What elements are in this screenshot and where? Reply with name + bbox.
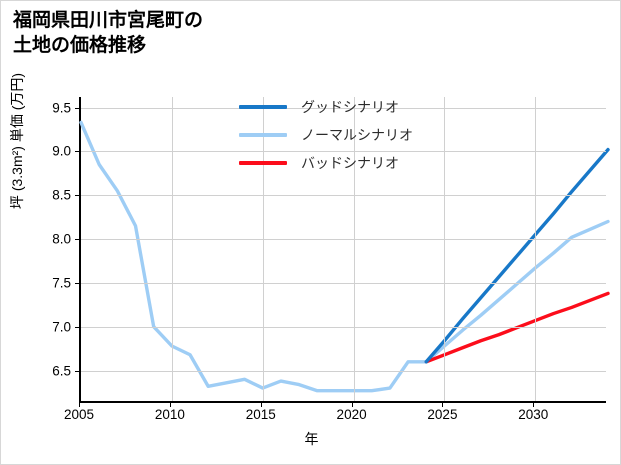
y-tick-mark (75, 239, 79, 241)
x-gridline (171, 97, 173, 401)
x-tick-mark (79, 403, 80, 407)
x-gridline (535, 97, 537, 401)
y-gridline (81, 195, 606, 197)
x-tick-label: 2010 (154, 407, 185, 422)
x-tick-mark (533, 403, 535, 407)
y-tick-label: 7.0 (52, 319, 71, 335)
chart-title: 福岡県田川市宮尾町の 土地の価格推移 (13, 10, 204, 56)
x-gridline (444, 97, 446, 401)
legend-item[interactable]: バッドシナリオ (239, 149, 413, 177)
x-tick-label: 2030 (518, 407, 549, 422)
legend-label: ノーマルシナリオ (301, 127, 413, 143)
x-tick-label: 2005 (63, 407, 95, 422)
legend-label: グッドシナリオ (301, 99, 399, 115)
y-gridline (81, 282, 606, 284)
legend-label: バッドシナリオ (301, 155, 399, 171)
y-gridline (81, 151, 606, 153)
legend-color-swatch (239, 105, 287, 109)
x-axis-label: 年 (304, 431, 319, 447)
series-line (424, 147, 610, 364)
y-gridline (81, 239, 606, 241)
y-tick-label: 8.0 (52, 231, 71, 247)
x-tick-label: 2025 (427, 407, 458, 422)
y-axis-label: 坪 (3.3m²) 単価 (万円) (9, 72, 25, 210)
y-tick-label: 6.5 (52, 363, 71, 379)
legend-color-swatch (239, 161, 287, 165)
y-tick-label: 9.5 (52, 100, 71, 116)
legend-item[interactable]: グッドシナリオ (239, 93, 413, 121)
legend-color-swatch (239, 133, 287, 137)
x-tick-mark (442, 403, 444, 407)
y-tick-label: 9.0 (52, 143, 71, 159)
x-gridline (262, 97, 264, 401)
y-tick-mark (75, 107, 79, 109)
x-tick-label: 2015 (245, 407, 276, 422)
y-tick-mark (75, 326, 79, 328)
x-tick-label: 2020 (336, 407, 367, 422)
x-tick-mark (260, 403, 262, 407)
y-tick-mark (75, 370, 79, 372)
series-line (79, 120, 610, 393)
y-tick-label: 8.5 (52, 187, 71, 203)
legend-item[interactable]: ノーマルシナリオ (239, 121, 413, 149)
y-gridline (81, 326, 606, 328)
x-tick-mark (169, 403, 171, 407)
plot-area (79, 97, 610, 403)
y-tick-label: 7.5 (52, 275, 71, 291)
x-tick-mark (351, 403, 353, 407)
x-gridline (353, 97, 355, 401)
y-tick-mark (75, 282, 79, 284)
y-gridline (81, 370, 606, 372)
legend: グッドシナリオ ノーマルシナリオ バッドシナリオ (239, 93, 413, 177)
y-tick-mark (75, 195, 79, 197)
y-gridline (81, 107, 606, 109)
y-tick-mark (75, 151, 79, 153)
